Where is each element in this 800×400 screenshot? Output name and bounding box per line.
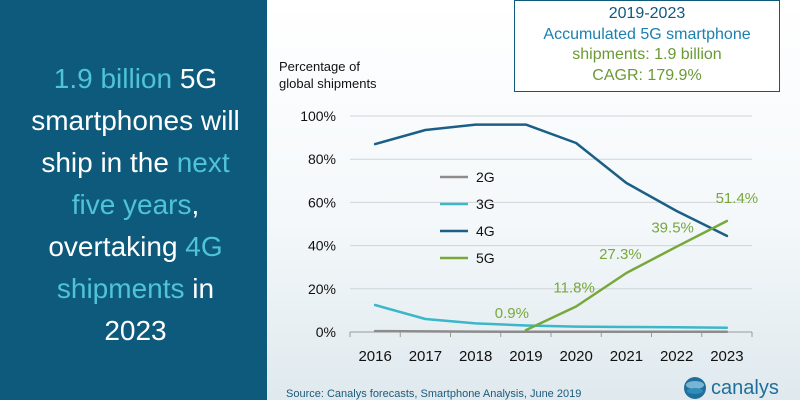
x-tick-label: 2016 <box>358 348 391 365</box>
series-line-3g <box>373 303 729 329</box>
series-line-4g <box>373 123 729 238</box>
x-tick-label: 2020 <box>559 348 592 365</box>
headline-text-3: in 2023 <box>104 273 215 346</box>
data-label: 51.4% <box>716 190 759 207</box>
y-axis-label-line-2: global shipments <box>279 76 377 91</box>
summary-shipments: shipments: 1.9 billion <box>572 46 722 63</box>
series-line-5g <box>524 219 729 332</box>
legend-label: 4G <box>476 223 495 239</box>
summary-box: 2019-2023 Accumulated 5G smartphone ship… <box>514 0 780 92</box>
y-axis-label: Percentage of global shipments <box>279 58 377 92</box>
headline-text-1: 5G smartphones will ship in the <box>31 63 240 178</box>
legend-label: 5G <box>476 250 495 266</box>
y-axis-label-line-1: Percentage of <box>279 59 360 74</box>
y-tick-label: 40% <box>308 238 336 254</box>
canalys-logo-icon <box>684 377 706 399</box>
logo-text: canalys <box>711 376 779 399</box>
x-tick-label: 2018 <box>459 348 492 365</box>
headline-highlight-4g: 4G shipments <box>56 231 223 304</box>
source-note: Source: Canalys forecasts, Smartphone An… <box>286 388 582 400</box>
headline-highlight-period: next five years <box>71 147 230 220</box>
x-tick-label: 2019 <box>509 348 542 365</box>
canalys-logo: canalys <box>683 376 779 400</box>
legend-label: 2G <box>476 169 495 185</box>
data-label: 11.8% <box>553 280 594 297</box>
data-label: 0.9% <box>495 305 529 322</box>
data-label: 39.5% <box>651 220 694 237</box>
x-tick-label: 2023 <box>710 348 743 365</box>
data-label: 27.3% <box>599 246 642 263</box>
y-tick-label: 60% <box>308 194 336 210</box>
y-tick-label: 100% <box>300 108 336 124</box>
x-tick-label: 2017 <box>409 348 442 365</box>
summary-cagr: CAGR: 179.9% <box>592 66 702 84</box>
series-line-2g <box>373 329 729 334</box>
y-tick-label: 20% <box>308 281 336 297</box>
headline-panel: 1.9 billion 5G smartphones will ship in … <box>0 0 267 400</box>
y-tick-label: 80% <box>308 151 336 167</box>
legend-label: 3G <box>476 196 495 212</box>
summary-period: 2019-2023 <box>608 5 686 22</box>
x-tick-label: 2021 <box>610 348 643 365</box>
y-tick-label: 0% <box>316 324 336 340</box>
x-tick-label: 2022 <box>660 348 693 365</box>
headline-text-2: , overtaking <box>48 189 200 262</box>
summary-label: Accumulated 5G smartphone <box>543 25 751 43</box>
headline-highlight-amount: 1.9 billion <box>53 63 173 94</box>
